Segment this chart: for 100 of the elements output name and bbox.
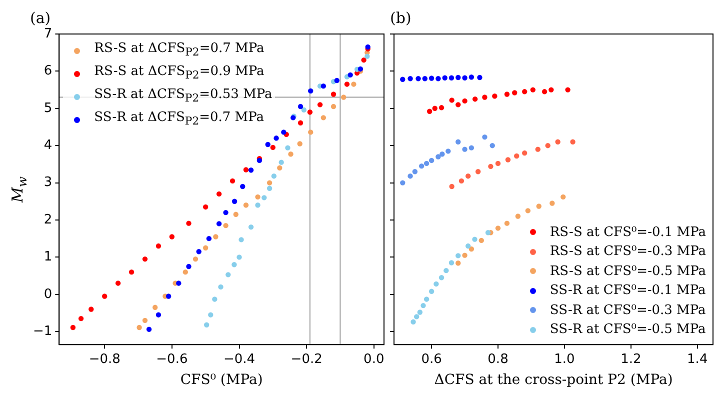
point — [216, 191, 222, 197]
point — [281, 130, 286, 135]
point — [308, 130, 314, 135]
point — [156, 243, 162, 249]
legend-label: SS-R at CFS⁰=-0.1 MPa — [550, 282, 706, 300]
point — [223, 222, 228, 228]
point — [456, 253, 461, 258]
legend-label: RS-S at CFS⁰=-0.1 MPa — [550, 224, 706, 242]
y-tick-label: 5 — [44, 100, 52, 116]
point — [408, 173, 413, 179]
legend-label: RS-S at CFS⁰=-0.3 MPa — [550, 243, 706, 262]
point — [361, 57, 366, 63]
point — [236, 254, 242, 260]
point — [202, 204, 208, 210]
point — [468, 145, 474, 150]
point — [206, 236, 212, 242]
point — [492, 94, 498, 99]
point — [462, 75, 468, 80]
point — [102, 294, 108, 299]
legend-label: SS-R at ΔCFS$_{P2}$=0.53 MPa — [94, 86, 272, 107]
point — [142, 318, 148, 324]
point — [169, 234, 175, 240]
point — [248, 168, 254, 173]
point — [262, 195, 267, 200]
point — [525, 208, 531, 214]
point — [490, 142, 495, 148]
point — [186, 264, 192, 270]
point — [255, 194, 260, 200]
point — [432, 106, 438, 111]
point — [240, 184, 246, 190]
point — [545, 142, 550, 148]
point — [472, 96, 478, 102]
point — [400, 76, 406, 82]
point — [488, 164, 494, 170]
point — [446, 148, 451, 154]
x-tick-label: 1.0 — [554, 352, 575, 367]
chart-title: (a) — [30, 8, 51, 27]
point — [364, 54, 370, 59]
point — [428, 158, 434, 164]
point — [414, 314, 420, 320]
point — [456, 74, 461, 80]
point — [428, 288, 434, 294]
point — [530, 87, 536, 92]
point — [186, 220, 192, 226]
point — [70, 324, 76, 330]
point — [478, 238, 484, 244]
point — [136, 324, 142, 330]
point — [288, 152, 294, 157]
point — [232, 262, 237, 268]
point — [298, 104, 304, 110]
point — [274, 136, 279, 141]
legend-label: SS-R at CFS⁰=-0.5 MPa — [550, 321, 706, 340]
point — [278, 160, 284, 165]
point — [438, 105, 444, 110]
point — [468, 246, 474, 252]
point — [472, 236, 478, 242]
point — [555, 139, 560, 144]
point — [449, 184, 454, 190]
point — [301, 107, 306, 112]
x-tick-label: 0.6 — [421, 352, 442, 367]
point — [536, 204, 542, 209]
point — [442, 75, 448, 80]
point — [522, 89, 528, 94]
point — [462, 252, 468, 258]
point — [243, 167, 249, 172]
x-tick-label: 1.4 — [687, 352, 708, 367]
point — [196, 249, 202, 254]
point — [351, 82, 356, 87]
point — [182, 269, 188, 275]
x-axis-title: ΔCFS at the cross-point P2 (MPa) — [434, 372, 673, 388]
y-tick-label: 6 — [44, 64, 52, 79]
legend-label: RS-S at CFS⁰=-0.5 MPa — [550, 262, 706, 281]
point — [285, 145, 290, 150]
point — [115, 280, 121, 286]
point — [202, 245, 208, 250]
point — [88, 306, 94, 312]
point — [176, 280, 182, 286]
point — [512, 90, 518, 96]
x-tick-label: 1.2 — [620, 352, 642, 367]
point — [462, 98, 468, 104]
point — [317, 102, 323, 108]
point — [344, 82, 350, 87]
point — [417, 310, 423, 315]
point — [307, 110, 313, 115]
point — [482, 134, 488, 140]
legend-label: SS-R at ΔCFS$_{P2}$=0.7 MPa — [94, 109, 264, 130]
point — [204, 322, 210, 328]
point — [466, 243, 471, 249]
y-tick-label: 1 — [44, 250, 52, 265]
x-tick-label: 0.0 — [364, 352, 384, 367]
point — [548, 87, 554, 92]
point — [248, 224, 254, 230]
point — [456, 139, 461, 144]
point — [298, 120, 304, 126]
point — [226, 272, 231, 278]
point — [466, 173, 471, 179]
point — [78, 316, 84, 322]
point — [216, 221, 222, 226]
point — [255, 202, 260, 208]
point — [230, 178, 236, 184]
